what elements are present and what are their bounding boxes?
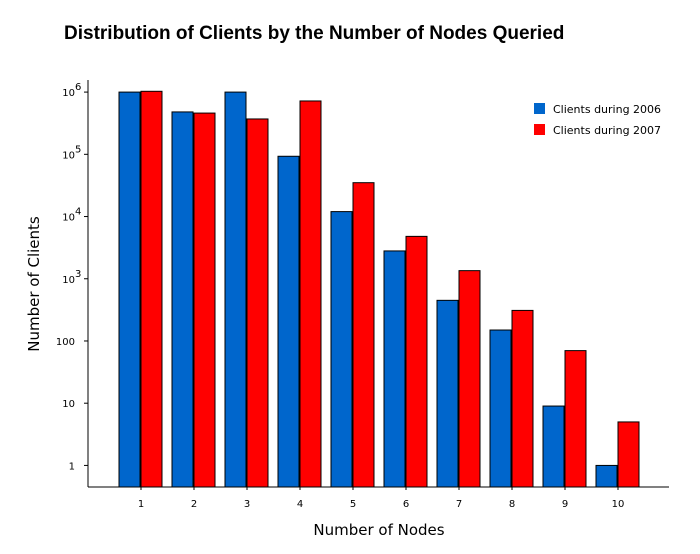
bar-2007-1 bbox=[140, 90, 163, 488]
chart-title: Distribution of Clients by the Number of… bbox=[64, 23, 564, 44]
legend-label: Clients during 2007 bbox=[553, 124, 661, 137]
bar-2006-5 bbox=[330, 211, 353, 488]
legend: Clients during 2006 Clients during 2007 bbox=[534, 103, 661, 137]
legend-swatch bbox=[534, 124, 545, 135]
x-tick-label: 4 bbox=[297, 499, 303, 510]
bar-2006-4 bbox=[277, 155, 300, 488]
y-axis-label: Number of Clients bbox=[25, 216, 43, 352]
legend-swatch bbox=[534, 103, 545, 114]
legend-label: Clients during 2006 bbox=[553, 103, 661, 116]
bar-2007-7 bbox=[458, 270, 481, 488]
y-tick-label: 10 bbox=[62, 88, 75, 99]
bar-2007-4 bbox=[299, 100, 322, 488]
bar-2006-2 bbox=[171, 111, 194, 488]
bar-2006-8 bbox=[489, 329, 512, 488]
y-tick-label: 10 bbox=[62, 399, 75, 410]
bar-2006-6 bbox=[383, 250, 406, 488]
x-tick-label: 10 bbox=[612, 499, 625, 510]
y-tick-exponent: 5 bbox=[75, 144, 81, 155]
x-axis-label: Number of Nodes bbox=[313, 521, 444, 539]
y-tick-label: 100 bbox=[56, 337, 75, 348]
bar-2007-10 bbox=[617, 421, 640, 488]
y-tick-exponent: 4 bbox=[75, 207, 81, 218]
x-tick-label: 3 bbox=[244, 499, 250, 510]
bar-2007-6 bbox=[405, 235, 428, 488]
x-tick-label: 7 bbox=[456, 499, 462, 510]
bar-2006-1 bbox=[118, 91, 141, 488]
y-tick-label: 10 bbox=[62, 275, 75, 286]
y-tick-label: 10 bbox=[62, 150, 75, 161]
y-tick-label: 1 bbox=[69, 461, 75, 472]
bar-2007-9 bbox=[564, 350, 587, 488]
bar-2006-9 bbox=[542, 405, 565, 488]
x-tick-label: 9 bbox=[562, 499, 568, 510]
bar-2006-3 bbox=[224, 91, 247, 488]
y-tick-exponent: 3 bbox=[75, 269, 81, 280]
y-tick-exponent: 6 bbox=[75, 82, 81, 93]
x-axis: 1 2 3 4 5 6 7 8 9 10 bbox=[88, 486, 669, 510]
x-tick-label: 8 bbox=[509, 499, 515, 510]
bar-2007-3 bbox=[246, 118, 269, 488]
x-tick-label: 2 bbox=[191, 499, 197, 510]
x-tick-label: 5 bbox=[350, 499, 356, 510]
bar-2007-8 bbox=[511, 309, 534, 488]
x-tick-label: 6 bbox=[403, 499, 409, 510]
y-tick-label: 10 bbox=[62, 213, 75, 224]
bar-2007-5 bbox=[352, 182, 375, 488]
bar-2006-7 bbox=[436, 299, 459, 488]
x-tick-label: 1 bbox=[138, 499, 144, 510]
bar-2006-10 bbox=[595, 464, 618, 488]
bars bbox=[118, 90, 640, 488]
bar-2007-2 bbox=[193, 112, 216, 488]
